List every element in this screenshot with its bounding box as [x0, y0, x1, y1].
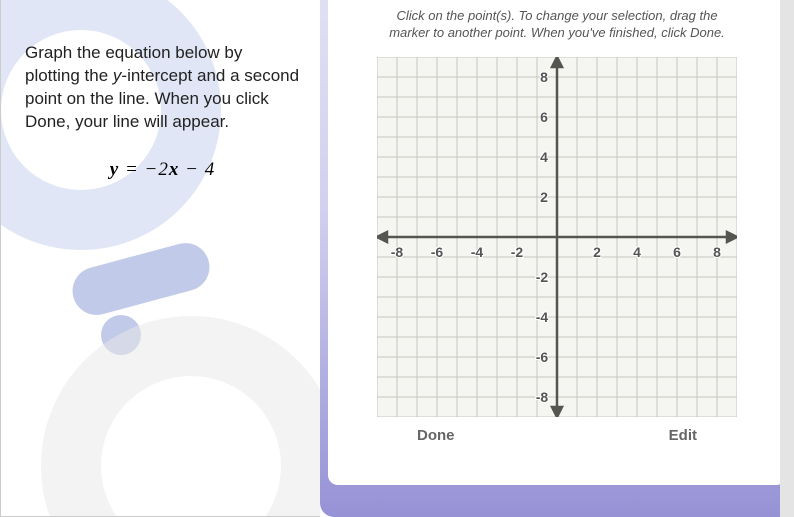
- hint-line2: marker to another point. When you've fin…: [389, 25, 725, 40]
- right-edge-border: [780, 0, 794, 517]
- svg-text:-2: -2: [511, 244, 524, 260]
- eq-equals: =: [125, 159, 145, 180]
- done-button[interactable]: Done: [417, 427, 455, 444]
- graph-hint-text: Click on the point(s). To change your se…: [369, 8, 745, 42]
- eq-rhs: −2x − 4: [145, 159, 216, 180]
- hint-line1: Click on the point(s). To change your se…: [396, 8, 717, 23]
- coordinate-grid[interactable]: -8 -6 -4 -2 2 4 6 8 8 6 4 2: [377, 57, 737, 417]
- svg-text:-6: -6: [431, 244, 444, 260]
- svg-text:2: 2: [593, 244, 601, 260]
- graph-panel: Click on the point(s). To change your se…: [320, 0, 794, 517]
- eq-lhs: y: [110, 159, 119, 180]
- svg-text:2: 2: [540, 189, 548, 205]
- main-container: Graph the equation below by plotting the…: [0, 0, 794, 517]
- grid-svg[interactable]: -8 -6 -4 -2 2 4 6 8 8 6 4 2: [377, 57, 737, 417]
- svg-text:-4: -4: [536, 309, 549, 325]
- svg-text:6: 6: [673, 244, 681, 260]
- instruction-panel: Graph the equation below by plotting the…: [0, 0, 320, 517]
- svg-text:6: 6: [540, 109, 548, 125]
- svg-text:8: 8: [540, 69, 548, 85]
- svg-text:8: 8: [713, 244, 721, 260]
- svg-text:-4: -4: [471, 244, 484, 260]
- svg-text:4: 4: [633, 244, 641, 260]
- axes: [377, 57, 737, 417]
- svg-text:-8: -8: [391, 244, 404, 260]
- svg-text:-8: -8: [536, 389, 549, 405]
- edit-button[interactable]: Edit: [669, 427, 697, 444]
- equation-display: y = −2x − 4: [25, 159, 300, 181]
- instruction-text: Graph the equation below by plotting the…: [25, 42, 300, 134]
- graph-inner-panel: Click on the point(s). To change your se…: [328, 0, 786, 485]
- svg-text:4: 4: [540, 149, 548, 165]
- button-row: Done Edit: [377, 417, 737, 444]
- svg-text:-2: -2: [536, 269, 549, 285]
- svg-text:-6: -6: [536, 349, 549, 365]
